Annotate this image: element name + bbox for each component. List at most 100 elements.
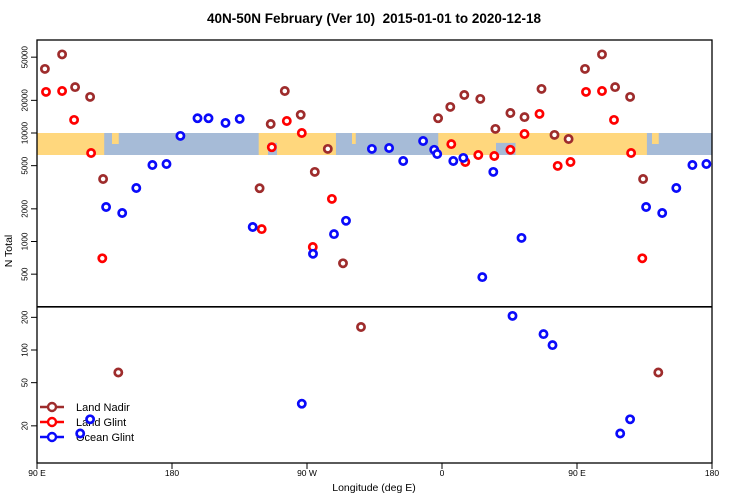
data-point-land-nadir (322, 143, 333, 154)
data-point-ocean-glint (234, 113, 245, 124)
data-point-land-glint (446, 139, 457, 150)
data-point-land-glint (581, 86, 591, 97)
plot-underlay: 90 E 180 90 W 0 90 E 180 20 50 100 200 500 1000 2000… (21, 39, 719, 478)
data-point-land-nadir (580, 63, 590, 74)
data-point-ocean-glint (432, 149, 443, 159)
data-point-land-nadir (356, 322, 366, 332)
data-point-land-glint (281, 116, 292, 126)
data-point-land-nadir (610, 82, 621, 93)
data-point-land-glint (256, 224, 267, 235)
data-point-land-glint (69, 114, 80, 125)
data-point-ocean-glint (547, 340, 558, 351)
x-tick-label: 90 E (28, 468, 46, 478)
data-point-ocean-glint (384, 143, 395, 153)
y-tick-label: 200 (21, 310, 30, 324)
data-point-land-nadir (475, 93, 486, 104)
legend-circle-icon (46, 401, 58, 413)
data-point-land-nadir (295, 109, 306, 120)
data-point-land-glint (57, 86, 68, 96)
y-tick-label: 5000 (21, 156, 30, 174)
map-band-land (438, 133, 647, 155)
data-point-ocean-glint (131, 183, 142, 193)
y-tick-label: 1000 (21, 232, 30, 250)
x-tick-label: 180 (705, 468, 719, 478)
data-point-land-glint (552, 160, 563, 171)
x-tick-label: 90 W (297, 468, 317, 478)
data-point-ocean-glint (161, 159, 172, 169)
y-axis-label: N Total (3, 235, 15, 268)
data-point-ocean-glint (538, 329, 549, 340)
legend-item-land-glint: Land Glint (40, 416, 126, 429)
data-point-ocean-glint (507, 310, 518, 321)
data-point-land-nadir (39, 63, 50, 74)
data-point-land-nadir (459, 90, 470, 100)
data-point-ocean-glint (615, 428, 626, 439)
data-point-land-nadir (85, 91, 96, 102)
x-tick-label: 0 (440, 468, 445, 478)
legend-label: Ocean Glint (76, 432, 134, 444)
data-point-land-glint (86, 148, 97, 158)
data-point-land-nadir (549, 129, 560, 140)
y-tick-label: 20000 (21, 89, 30, 112)
data-point-land-nadir (433, 113, 444, 124)
data-point-ocean-glint (175, 130, 186, 141)
data-point-land-nadir (338, 258, 348, 269)
y-tick-label: 2000 (21, 199, 30, 217)
map-band-land (258, 133, 336, 155)
data-point-land-nadir (265, 119, 276, 129)
data-point-land-glint (626, 148, 637, 158)
map-band-land (37, 133, 105, 155)
data-point-ocean-glint (458, 152, 469, 163)
data-point-land-glint (41, 86, 51, 97)
legend-label: Land Glint (76, 417, 126, 429)
data-point-land-glint (637, 253, 648, 264)
y-tick-label: 10000 (21, 121, 30, 144)
data-point-ocean-glint (687, 160, 698, 170)
data-point-land-nadir (254, 183, 265, 194)
x-axis-label: Longitude (deg E) (332, 482, 415, 494)
data-point-land-nadir (519, 112, 530, 123)
legend-item-land-nadir: Land Nadir (40, 401, 130, 414)
data-point-land-nadir (638, 174, 649, 184)
data-point-ocean-glint (296, 398, 307, 409)
data-point-ocean-glint (101, 202, 112, 212)
data-point-land-glint (296, 128, 307, 138)
data-point-land-glint (489, 151, 500, 161)
y-tick-label: 20 (21, 421, 30, 430)
data-point-ocean-glint (75, 428, 86, 439)
legend-label: Land Nadir (76, 402, 130, 414)
map-band-island (652, 133, 659, 144)
y-tick-label: 100 (21, 343, 30, 357)
y-tick-label: 500 (21, 267, 30, 281)
data-point-land-glint (505, 144, 516, 155)
data-point-land-glint (326, 193, 337, 204)
data-point-ocean-glint (701, 159, 712, 169)
data-point-land-nadir (563, 134, 574, 144)
data-point-land-glint (609, 114, 619, 125)
data-point-ocean-glint (341, 215, 351, 226)
data-point-land-glint (97, 253, 108, 264)
map-band-island (112, 133, 119, 144)
data-point-land-glint (597, 86, 607, 96)
data-point-land-nadir (505, 108, 516, 118)
data-point-land-nadir (653, 367, 664, 378)
chart-title: 40N-50N February (Ver 10) 2015-01-01 to … (207, 11, 541, 26)
data-points-layer (39, 49, 712, 439)
data-point-ocean-glint (477, 272, 488, 283)
data-point-land-glint (519, 129, 530, 139)
data-point-ocean-glint (641, 202, 652, 212)
x-tick-label: 180 (165, 468, 179, 478)
data-point-ocean-glint (147, 160, 158, 170)
data-point-land-glint (473, 150, 484, 160)
data-point-ocean-glint (418, 136, 429, 146)
data-point-land-nadir (490, 123, 501, 134)
data-point-ocean-glint (220, 117, 231, 128)
data-point-land-nadir (309, 166, 320, 177)
legend-circle-icon (46, 416, 58, 428)
data-point-land-nadir (625, 91, 636, 102)
data-point-land-nadir (113, 367, 124, 378)
data-point-land-nadir (597, 49, 607, 60)
data-point-land-glint (266, 142, 277, 153)
